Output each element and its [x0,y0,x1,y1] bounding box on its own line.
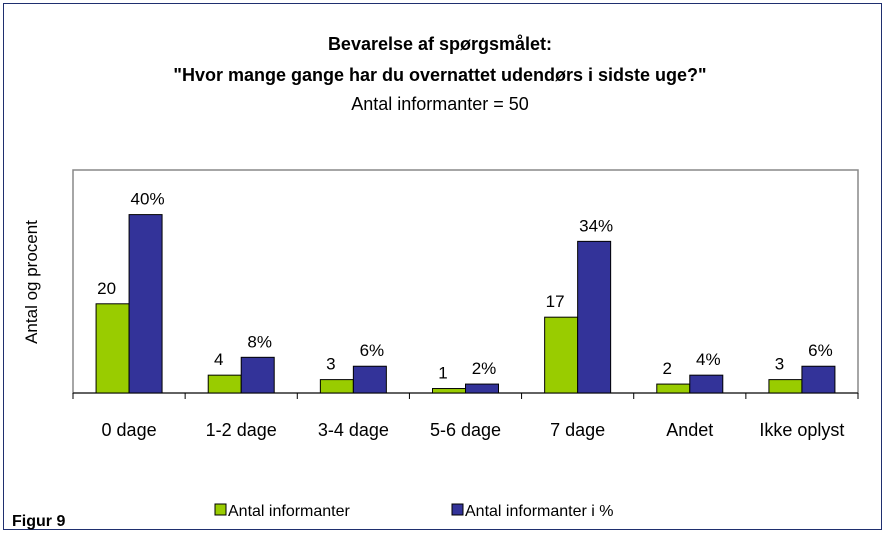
data-label: 4 [214,350,223,369]
data-label: 3 [326,355,335,374]
bar [544,316,579,394]
bar [689,374,724,394]
chart-title: "Hvor mange gange har du overnattet uden… [173,65,706,85]
legend-swatch [451,503,464,516]
data-label: 1 [438,364,447,383]
x-tick-label: 1-2 dage [205,420,277,440]
legend-label: Antal informanter [228,503,351,520]
x-tick-label: 5-6 dage [429,420,502,440]
figure-label: Figur 9 [12,513,65,530]
data-label: 17 [546,292,565,311]
bar [768,379,803,394]
chart-subtitle: Antal informanter = 50 [351,94,529,114]
bar [432,388,466,394]
bar [352,365,387,394]
data-label: 3 [775,355,784,374]
plot-area [72,169,859,394]
data-label: 6% [360,341,385,360]
bar [240,356,275,394]
bar [577,240,612,394]
bar [128,214,163,394]
x-tick-label: 3-4 dage [317,420,389,440]
bar [319,379,354,394]
data-label: 34% [579,216,613,235]
x-tick-label: 0 dage [101,420,157,440]
x-tick-label: 7 dage [550,420,606,440]
legend-swatch [214,503,227,516]
bar [801,365,836,394]
data-label: 2 [663,359,672,378]
y-axis-label: Antal og procent [22,220,41,344]
data-label: 4% [696,350,721,369]
bar [95,303,130,394]
x-tick-label: Andet [666,420,714,440]
data-label: 8% [247,332,272,351]
bar [207,374,242,394]
bar [465,383,499,394]
bar [656,383,691,394]
data-label: 40% [131,190,165,209]
data-label: 20 [97,279,116,298]
x-tick-label: Ikke oplyst [759,420,845,440]
legend-label: Antal informanter i % [465,503,614,520]
data-label: 6% [808,341,833,360]
frame [3,3,882,530]
data-label: 2% [472,359,497,378]
chart-title: Bevarelse af spørgsmålet: [328,34,552,54]
